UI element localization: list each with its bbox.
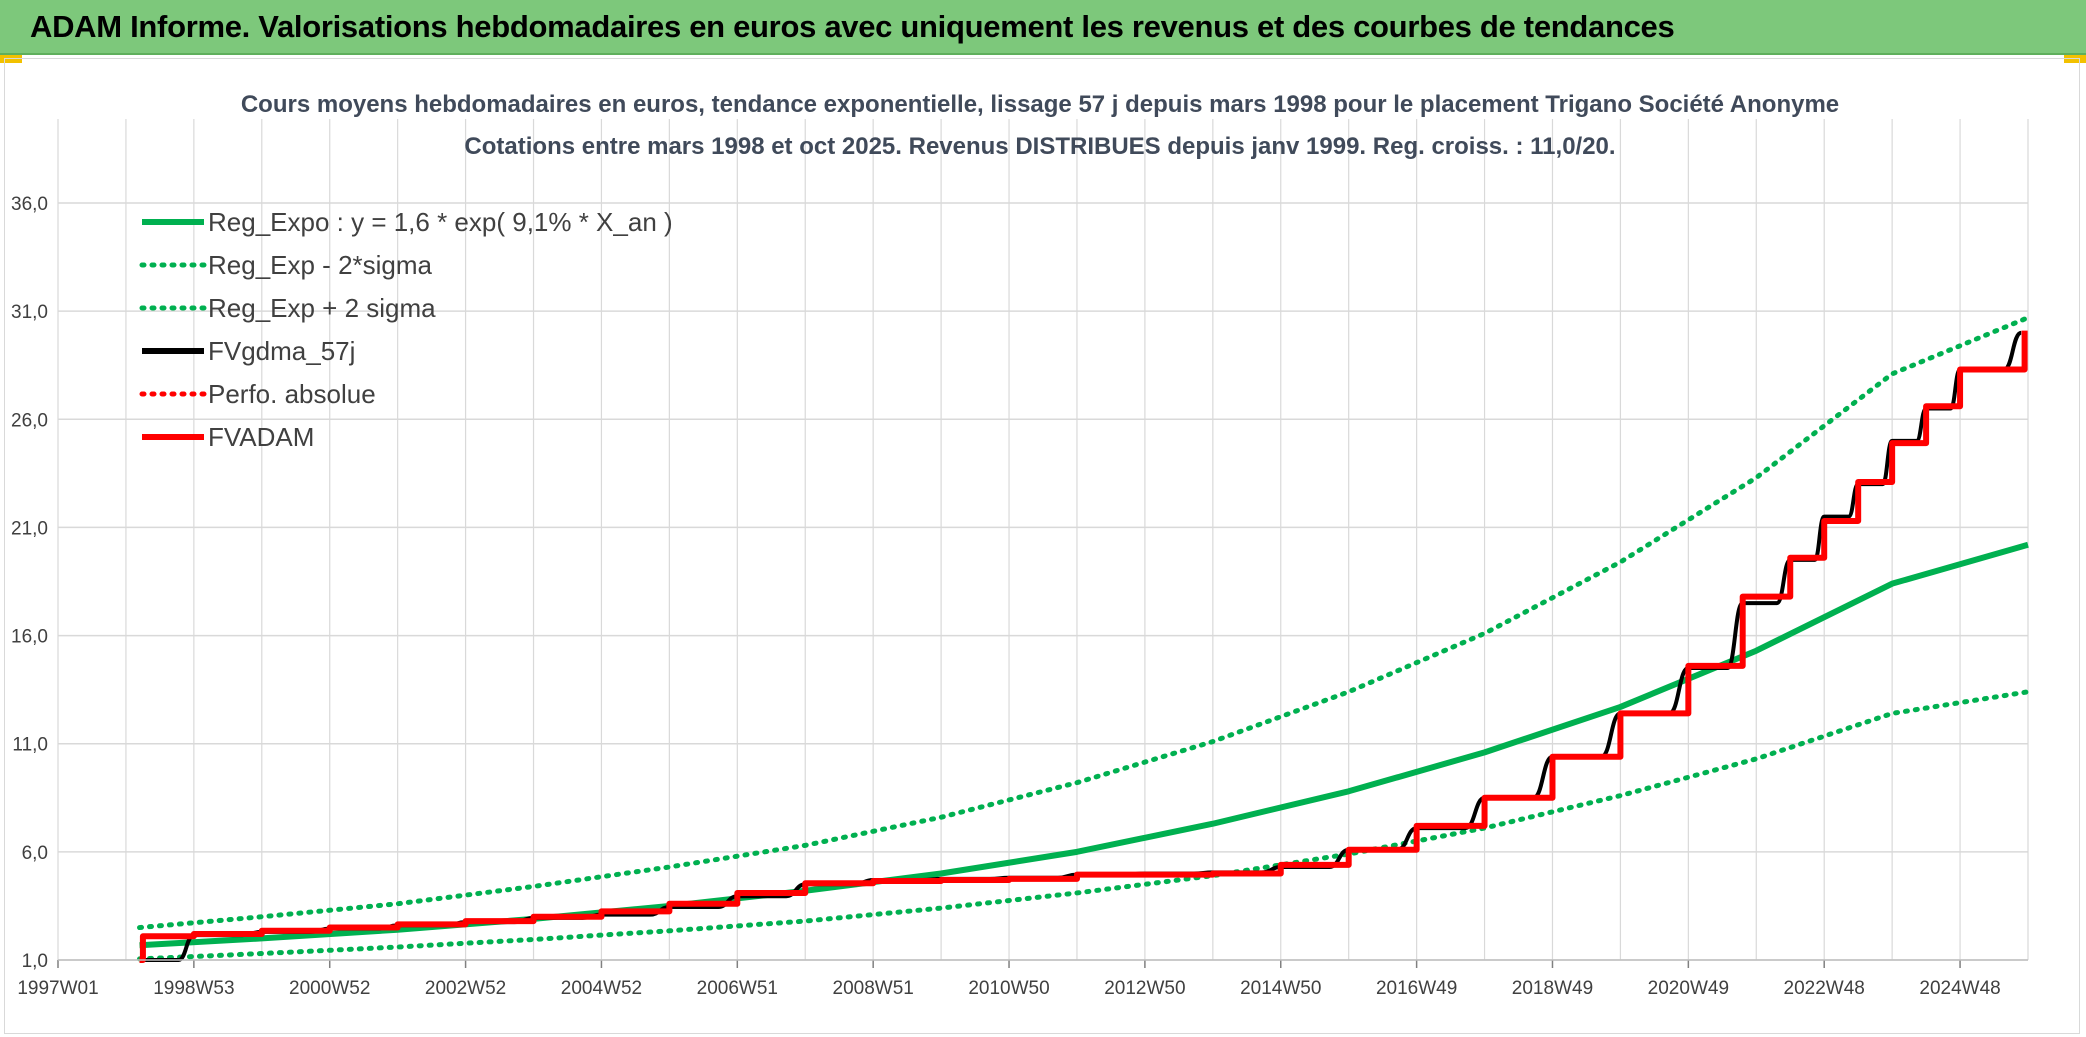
- x-tick-label: 2008W51: [833, 978, 914, 999]
- y-tick-label: 11,0: [12, 735, 48, 756]
- x-tick-label: 2016W49: [1376, 978, 1457, 999]
- legend-label: Perfo. absolue: [208, 379, 376, 409]
- x-tick-label: 2014W50: [1240, 978, 1321, 999]
- corner-mark-right: [2064, 55, 2086, 63]
- series-line-2: [137, 315, 2031, 931]
- x-tick-label: 2010W50: [968, 978, 1049, 999]
- x-tick-label: 2018W49: [1512, 978, 1593, 999]
- y-tick-label: 21,0: [11, 518, 48, 539]
- chart-ticks: 1,0 6,0 11,0 16,0 21,0 26,0 31,0 36,0 1997W01 199…: [11, 194, 2028, 999]
- x-tick-label: 2020W49: [1648, 978, 1729, 999]
- y-tick-label: 16,0: [11, 627, 48, 648]
- header-bar: ADAM Informe. Valorisations hebdomadaire…: [0, 0, 2086, 55]
- x-tick-label: 2002W52: [425, 978, 506, 999]
- chart-legend: Reg_Expo : y = 1,6 * exp( 9,1% * X_an ) R…: [139, 207, 673, 452]
- x-tick-label: 2024W48: [1919, 978, 2000, 999]
- x-tick-label: 2012W50: [1104, 978, 1185, 999]
- chart-subtitle: Cotations entre mars 1998 et oct 2025. R…: [464, 133, 1615, 160]
- x-tick-label: 2004W52: [561, 978, 642, 999]
- x-tick-label: 2000W52: [289, 978, 370, 999]
- legend-label: FVgdma_57j: [208, 336, 355, 366]
- legend-label: Reg_Exp + 2 sigma: [208, 293, 436, 323]
- series-line-3: [139, 330, 2023, 962]
- legend-label: Reg_Expo : y = 1,6 * exp( 9,1% * X_an ): [208, 207, 673, 237]
- chart-grid: [57, 119, 2029, 961]
- series-line-1: [137, 689, 2031, 962]
- x-tick-label: 2022W48: [1784, 978, 1865, 999]
- y-tick-label: 26,0: [11, 410, 48, 431]
- y-tick-label: 1,0: [22, 951, 48, 972]
- y-tick-label: 36,0: [11, 194, 48, 215]
- x-tick-label: 2006W51: [697, 978, 778, 999]
- chart-title: Cours moyens hebdomadaires en euros, ten…: [241, 91, 1839, 118]
- y-tick-label: 6,0: [22, 843, 48, 864]
- chart-frame: [4, 58, 2080, 1034]
- chart-series: [137, 315, 2031, 963]
- x-tick-label: 1998W53: [153, 978, 234, 999]
- y-tick-label: 31,0: [11, 302, 48, 323]
- legend-label: FVADAM: [208, 422, 314, 452]
- x-tick-label: 1997W01: [17, 978, 98, 999]
- corner-mark-left: [0, 55, 22, 63]
- report-title: ADAM Informe. Valorisations hebdomadaire…: [30, 9, 1675, 44]
- series-line-5: [139, 330, 2028, 963]
- legend-label: Reg_Exp - 2*sigma: [208, 250, 433, 280]
